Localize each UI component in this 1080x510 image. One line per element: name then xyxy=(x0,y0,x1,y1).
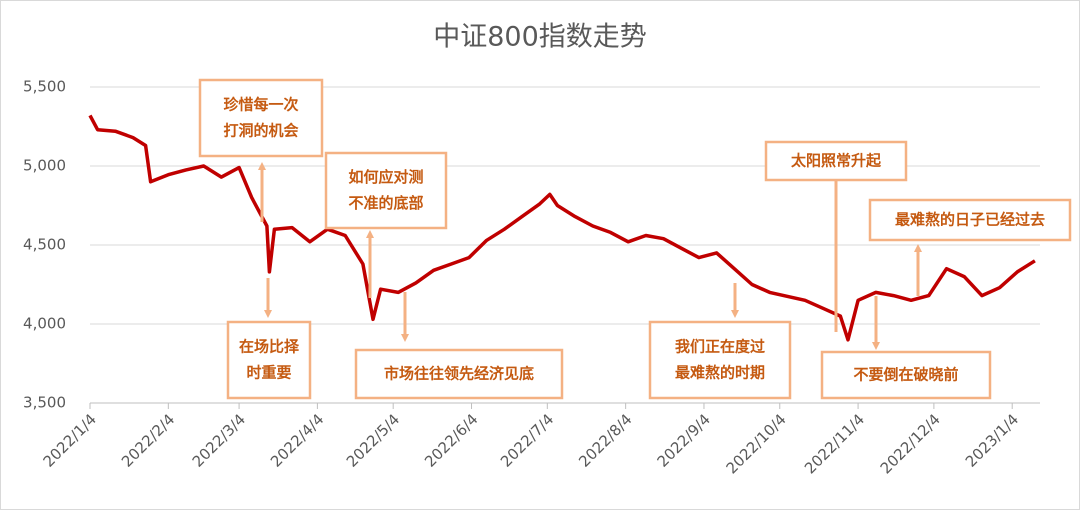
annotation-box xyxy=(226,320,312,400)
annotation-box xyxy=(648,320,792,400)
annotation-box xyxy=(764,140,908,182)
annotation-text: 太阳照常升起 xyxy=(791,152,882,170)
annotation-text: 最难熬的时期 xyxy=(675,364,765,382)
annotation-text: 如何应对测 xyxy=(348,168,423,186)
y-tick-label: 3,500 xyxy=(23,394,66,412)
annotation-text: 时重要 xyxy=(246,364,291,382)
annotation-text: 我们正在度过 xyxy=(675,338,765,356)
annotation-text: 打洞的机会 xyxy=(223,122,298,140)
annotation-box xyxy=(324,151,448,230)
annotation-box xyxy=(820,350,992,400)
annotation-text: 不准的底部 xyxy=(348,194,423,212)
annotation-text: 最难熬的日子已经过去 xyxy=(895,211,1045,229)
annotation-box xyxy=(354,348,564,400)
annotation-text: 不要倒在破晓前 xyxy=(853,366,958,384)
y-tick-label: 5,000 xyxy=(23,157,66,175)
y-tick-label: 4,500 xyxy=(23,236,66,254)
y-tick-label: 4,000 xyxy=(23,315,66,333)
annotation-text: 珍惜每一次 xyxy=(223,96,298,114)
line-series xyxy=(88,114,1036,342)
annotation-box xyxy=(198,78,324,158)
annotation-text: 在场比择 xyxy=(239,338,300,356)
annotation-text: 市场往往领先经济见底 xyxy=(384,365,534,383)
annotation-box xyxy=(868,198,1072,242)
chart-title: 中证800指数走势 xyxy=(433,22,647,53)
y-tick-label: 5,500 xyxy=(23,78,66,96)
